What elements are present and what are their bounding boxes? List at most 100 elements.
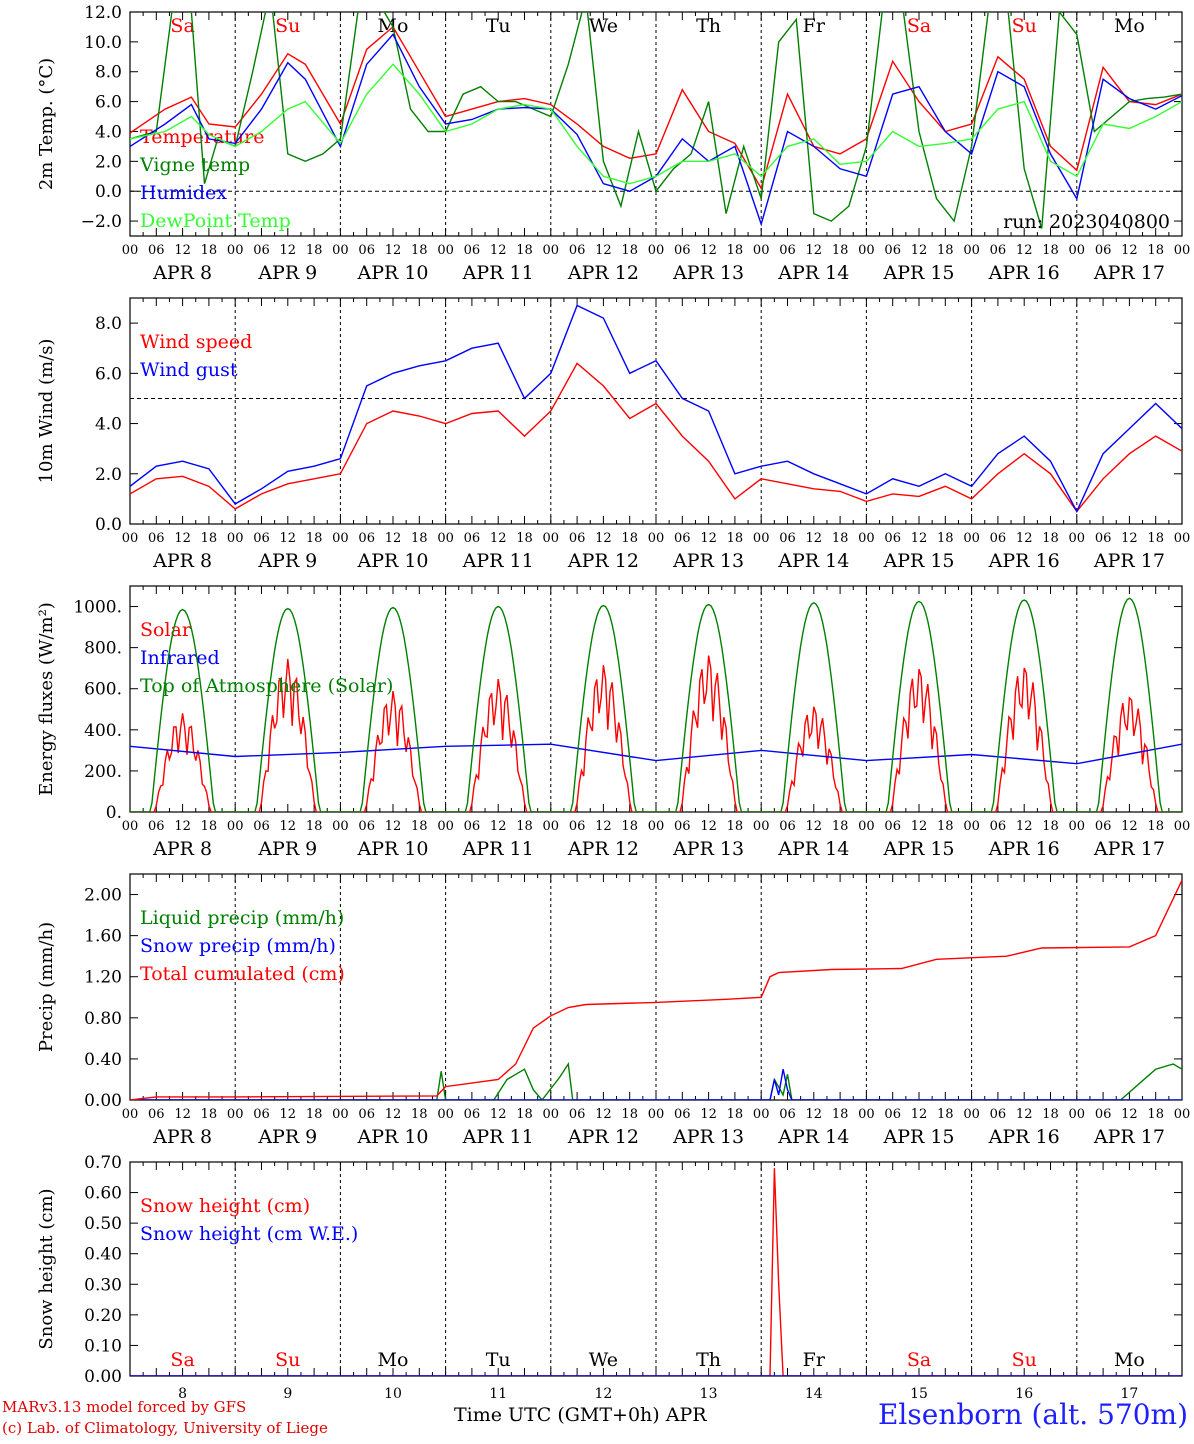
- x-day-number: 8: [178, 1386, 187, 1402]
- series-line-vigne-temp: [130, 12, 1182, 229]
- x-hour-label: 12: [911, 819, 928, 834]
- legend-entry: Snow height (cm): [140, 1195, 310, 1217]
- x-hour-label: 00: [437, 243, 454, 258]
- x-hour-label: 00: [648, 819, 665, 834]
- series-line-snow-height-cm: [130, 1168, 1182, 1376]
- legend-entry: Snow height (cm W.E.): [140, 1223, 358, 1245]
- series-line-dewpoint-temp: [130, 63, 1182, 185]
- legend-entry: Vigne temp: [139, 154, 250, 176]
- x-hour-label: 18: [937, 1107, 954, 1122]
- x-hour-label: 06: [990, 819, 1007, 834]
- x-hour-label: 12: [1121, 243, 1138, 258]
- legend-entry: Top of Atmosphere (Solar): [140, 675, 393, 697]
- x-day-label: APR 16: [988, 1126, 1060, 1148]
- x-day-label: APR 11: [462, 838, 534, 860]
- y-tick-label: 0.50: [84, 1214, 122, 1234]
- weekday-label: Su: [275, 1349, 300, 1371]
- x-day-label: APR 11: [462, 262, 534, 284]
- x-hour-label: 18: [937, 819, 954, 834]
- x-hour-label: 06: [1095, 1107, 1112, 1122]
- x-hour-label: 12: [700, 819, 717, 834]
- x-day-label: APR 8: [152, 550, 212, 572]
- x-hour-label: 18: [832, 243, 849, 258]
- series-line-infrared: [130, 743, 1182, 765]
- x-hour-label: 06: [884, 1107, 901, 1122]
- weekday-label: Mo: [1114, 15, 1145, 37]
- weekday-label: Sa: [170, 15, 194, 37]
- series-line-wind-speed: [130, 362, 1182, 513]
- x-hour-label: 00: [437, 1107, 454, 1122]
- x-hour-label: 18: [516, 819, 533, 834]
- panel-5: 0.00 0.10 0.20 0.30 0.40 0.50 0.60 0.70 Snow hei…: [36, 1153, 1183, 1402]
- x-hour-label: 18: [201, 243, 218, 258]
- x-hour-label: 18: [306, 819, 323, 834]
- x-day-label: APR 10: [356, 838, 428, 860]
- x-hour-label: 00: [227, 1107, 244, 1122]
- x-day-label: APR 13: [672, 838, 744, 860]
- weekday-label: Su: [275, 15, 300, 37]
- y-tick-label: 0.00: [84, 1367, 122, 1387]
- x-hour-label: 18: [201, 819, 218, 834]
- x-hour-label: 18: [1042, 243, 1059, 258]
- station-label: Elsenborn (alt. 570m): [877, 1398, 1188, 1431]
- x-hour-label: 12: [280, 819, 297, 834]
- x-day-label: APR 14: [777, 550, 849, 572]
- x-hour-label: 18: [1042, 531, 1059, 546]
- x-hour-label: 12: [806, 531, 823, 546]
- x-hour-label: 06: [253, 819, 270, 834]
- weekday-label: We: [589, 1349, 618, 1371]
- x-hour-label: 06: [1095, 243, 1112, 258]
- y-tick-label: 0.80: [84, 1009, 122, 1029]
- x-day-label: APR 13: [672, 550, 744, 572]
- x-hour-label: 06: [464, 819, 481, 834]
- x-hour-label: 12: [174, 243, 191, 258]
- x-hour-label: 06: [358, 531, 375, 546]
- x-hour-label: 18: [621, 531, 638, 546]
- x-hour-label: 12: [700, 531, 717, 546]
- x-day-number: 16: [1015, 1386, 1033, 1402]
- x-hour-label: 06: [1095, 819, 1112, 834]
- x-hour-label: 00: [437, 819, 454, 834]
- x-hour-label: 06: [464, 531, 481, 546]
- x-hour-label: 00: [1069, 819, 1086, 834]
- x-hour-label: 06: [990, 243, 1007, 258]
- y-tick-label: 8.0: [95, 63, 122, 83]
- x-hour-label: 18: [1147, 819, 1164, 834]
- x-hour-label: 06: [990, 1107, 1007, 1122]
- x-hour-label: 12: [1121, 1107, 1138, 1122]
- x-day-label: APR 8: [152, 838, 212, 860]
- weekday-label: We: [589, 15, 618, 37]
- x-hour-label: 06: [674, 243, 691, 258]
- weekday-label: Th: [696, 15, 721, 37]
- x-hour-label: 12: [490, 1107, 507, 1122]
- y-tick-label: 1.60: [84, 927, 122, 947]
- y-tick-label: 0.40: [84, 1050, 122, 1070]
- x-day-label: APR 16: [988, 262, 1060, 284]
- x-hour-label: 18: [832, 531, 849, 546]
- x-hour-label: 06: [779, 531, 796, 546]
- x-hour-label: 00: [227, 243, 244, 258]
- y-axis-label: 10m Wind (m/s): [36, 339, 57, 484]
- x-hour-label: 00: [332, 819, 349, 834]
- x-hour-label: 06: [148, 819, 165, 834]
- x-hour-label: 12: [490, 819, 507, 834]
- y-tick-label: 4.0: [95, 122, 122, 142]
- x-hour-label: 06: [1095, 531, 1112, 546]
- legend-entry: Snow precip (mm/h): [140, 935, 336, 957]
- series-line-liquid-precip-mm-h: [130, 1062, 1182, 1100]
- y-tick-label: 10.0: [84, 33, 122, 53]
- x-hour-label: 18: [516, 243, 533, 258]
- x-hour-label: 12: [490, 243, 507, 258]
- y-tick-label: 2.0: [95, 152, 122, 172]
- series-line-wind-gust: [130, 304, 1182, 513]
- x-day-label: APR 15: [882, 550, 954, 572]
- x-hour-label: 06: [674, 819, 691, 834]
- x-hour-label: 12: [700, 243, 717, 258]
- legend-entry: Wind speed: [140, 331, 252, 353]
- x-hour-label: 18: [621, 243, 638, 258]
- x-hour-label: 12: [385, 819, 402, 834]
- x-day-label: APR 11: [462, 550, 534, 572]
- weekday-label: Mo: [1114, 1349, 1145, 1371]
- weekday-label: Tu: [486, 1349, 511, 1371]
